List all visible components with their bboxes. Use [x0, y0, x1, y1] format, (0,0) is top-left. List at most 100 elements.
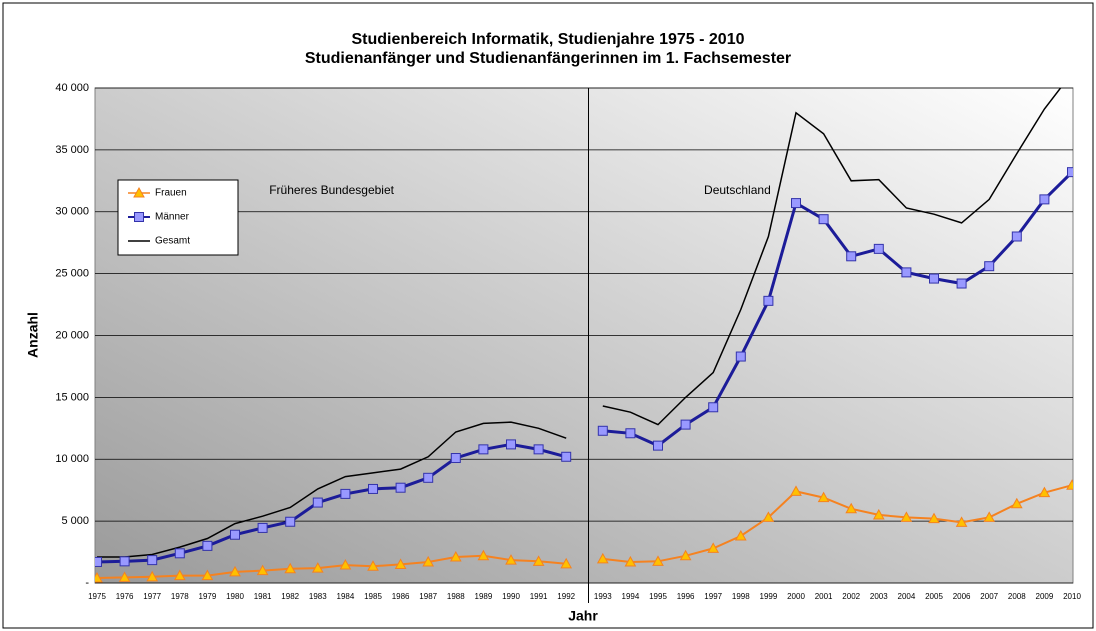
marker: [478, 444, 489, 455]
marker: [173, 569, 186, 581]
marker: [1066, 479, 1073, 490]
y-tick-label: 25 000: [55, 268, 89, 280]
marker: [597, 425, 608, 436]
x-tick-label: 2004: [898, 592, 916, 601]
marker: [901, 267, 912, 278]
marker: [395, 482, 406, 493]
marker: [1010, 497, 1023, 509]
marker: [533, 444, 544, 455]
marker: [201, 569, 214, 581]
marker: [707, 542, 720, 553]
marker: [846, 251, 857, 262]
y-tick-label: 35 000: [55, 144, 89, 156]
marker: [506, 439, 516, 450]
marker: [229, 565, 241, 577]
y-tick-label: 40 000: [55, 82, 89, 94]
x-tick-label: 1998: [732, 592, 750, 601]
x-tick-label: 2006: [953, 592, 971, 601]
marker: [956, 278, 967, 289]
y-tick-label: 5 000: [61, 515, 89, 527]
x-tick-label: 1989: [475, 592, 493, 601]
marker: [955, 516, 968, 527]
marker: [312, 497, 323, 508]
marker: [367, 560, 379, 571]
marker: [449, 550, 462, 562]
x-tick-label: 1985: [364, 592, 382, 601]
marker: [680, 419, 691, 430]
marker: [339, 559, 352, 570]
x-tick-label: 2008: [1008, 592, 1026, 601]
marker: [984, 261, 995, 272]
x-tick-label: 1994: [622, 592, 640, 601]
x-tick-label: 1986: [392, 592, 410, 601]
marker: [929, 273, 939, 284]
y-tick-label: 15 000: [55, 391, 89, 403]
marker: [763, 295, 774, 306]
series-layer: [95, 88, 1073, 583]
x-tick-label: 1992: [557, 592, 575, 601]
marker: [118, 571, 131, 582]
x-tick-label: 2010: [1063, 592, 1081, 601]
marker: [257, 522, 268, 533]
marker: [147, 555, 158, 566]
marker: [532, 555, 545, 566]
legend-label: Männer: [155, 212, 190, 223]
marker: [1011, 231, 1022, 242]
marker: [477, 549, 490, 561]
region-label: Früheres Bundesgebiet: [269, 183, 394, 197]
x-tick-label: 2005: [925, 592, 943, 601]
x-tick-label: 1993: [594, 592, 612, 601]
marker: [817, 491, 830, 503]
y-tick-label: -: [85, 577, 89, 589]
y-tick-label: 10 000: [55, 453, 89, 465]
marker: [134, 212, 144, 222]
marker: [900, 511, 913, 522]
marker: [450, 453, 461, 464]
marker: [873, 243, 884, 254]
x-tick-label: 2007: [980, 592, 998, 601]
marker: [133, 186, 145, 198]
x-tick-label: 1997: [704, 592, 722, 601]
series-line: [96, 484, 1073, 579]
grid: [95, 87, 1073, 584]
marker: [285, 516, 296, 527]
marker: [653, 440, 663, 451]
marker: [790, 485, 802, 496]
marker: [928, 512, 940, 524]
marker: [708, 402, 719, 413]
x-tick-label: 1979: [199, 592, 217, 601]
marker: [1038, 486, 1051, 498]
x-tick-label: 1991: [530, 592, 548, 601]
marker: [845, 502, 858, 514]
legend-label: Frauen: [155, 188, 187, 199]
marker: [256, 564, 269, 576]
marker: [340, 488, 351, 499]
chart-subtitle: Studienanfänger und Studienanfängerinnen…: [305, 50, 791, 67]
marker: [202, 540, 213, 551]
x-tick-label: 1977: [143, 592, 161, 601]
marker: [762, 511, 775, 522]
marker: [791, 198, 801, 209]
x-tick-label: 1976: [116, 592, 134, 601]
x-tick-label: 1983: [309, 592, 327, 601]
marker: [95, 556, 102, 567]
marker: [1067, 167, 1073, 178]
x-tick-label: 2002: [842, 592, 860, 601]
marker: [394, 558, 407, 569]
marker: [174, 548, 185, 559]
x-axis-label: Jahr: [568, 608, 598, 624]
legend-label: Gesamt: [155, 236, 190, 247]
x-tick-label: 1975: [88, 592, 106, 601]
marker: [735, 351, 746, 362]
legend: Frauen Männer Gesamt: [117, 179, 239, 256]
marker: [872, 508, 885, 520]
marker: [624, 555, 637, 567]
x-tick-label: 1980: [226, 592, 244, 601]
x-tick-label: 1995: [649, 592, 667, 601]
x-tick-label: 1981: [254, 592, 272, 601]
y-tick-label: 20 000: [55, 329, 89, 341]
x-tick-label: 2000: [787, 592, 805, 601]
marker: [230, 529, 240, 540]
x-tick-label: 2009: [1036, 592, 1054, 601]
